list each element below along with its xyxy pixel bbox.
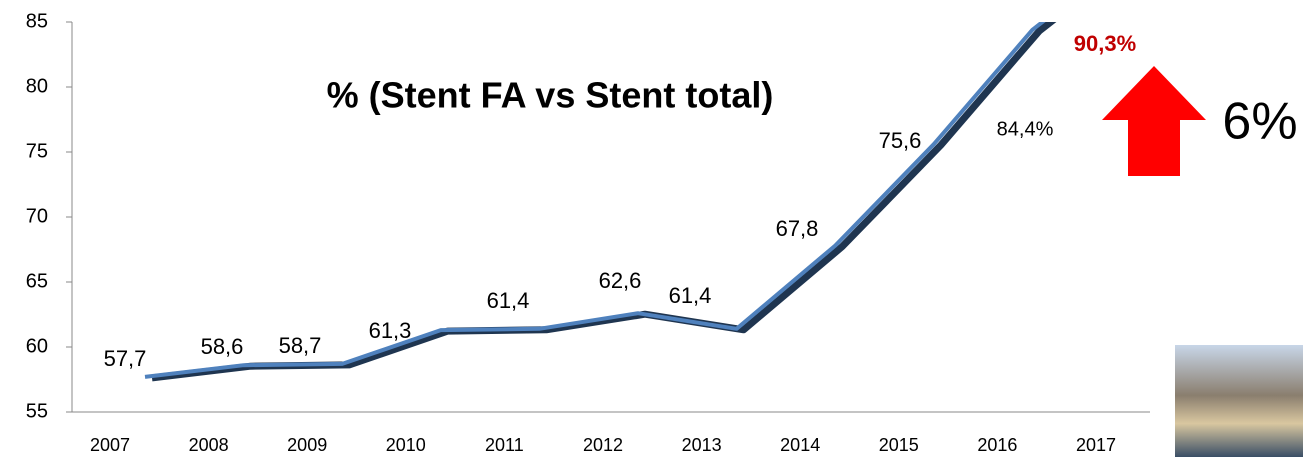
- x-tick-label: 2010: [386, 435, 426, 455]
- data-label: 75,6: [879, 128, 922, 153]
- annotation: 6%: [1222, 93, 1297, 151]
- x-tick-label: 2016: [977, 435, 1017, 455]
- data-label: 58,6: [201, 334, 244, 359]
- y-tick-label: 65: [26, 270, 48, 292]
- data-label: 61,4: [487, 288, 530, 313]
- data-label: 84,4%: [997, 118, 1054, 140]
- x-tick-label: 2014: [780, 435, 820, 455]
- x-tick-label: 2009: [287, 435, 327, 455]
- data-label: 61,3: [369, 318, 412, 343]
- data-label: 90,3%: [1074, 31, 1136, 56]
- x-tick-label: 2012: [583, 435, 623, 455]
- data-label: 62,6: [599, 268, 642, 293]
- photo: [1175, 345, 1303, 457]
- line-shadow: [151, 22, 1057, 382]
- x-tick-label: 2008: [189, 435, 229, 455]
- data-label: 67,8: [776, 216, 819, 241]
- x-tick-label: 2011: [485, 435, 524, 455]
- x-tick-label: 2017: [1076, 435, 1116, 455]
- y-tick-label: 70: [26, 205, 48, 227]
- y-tick-label: 85: [26, 10, 48, 32]
- up-arrow: [1102, 66, 1206, 176]
- y-tick-label: 80: [26, 75, 48, 97]
- x-tick-label: 2015: [879, 435, 919, 455]
- data-label: 61,4: [669, 283, 712, 308]
- y-tick-label: 55: [26, 400, 48, 422]
- x-tick-label: 2013: [682, 435, 722, 455]
- y-tick-label: 75: [26, 140, 48, 162]
- x-tick-label: 2007: [90, 435, 130, 455]
- line: [144, 22, 1046, 379]
- data-label: 58,7: [279, 333, 322, 358]
- y-tick-label: 60: [26, 335, 48, 357]
- plot-area: [144, 22, 1057, 382]
- chart-title: % (Stent FA vs Stent total): [327, 75, 774, 116]
- data-label: 57,7: [104, 346, 147, 371]
